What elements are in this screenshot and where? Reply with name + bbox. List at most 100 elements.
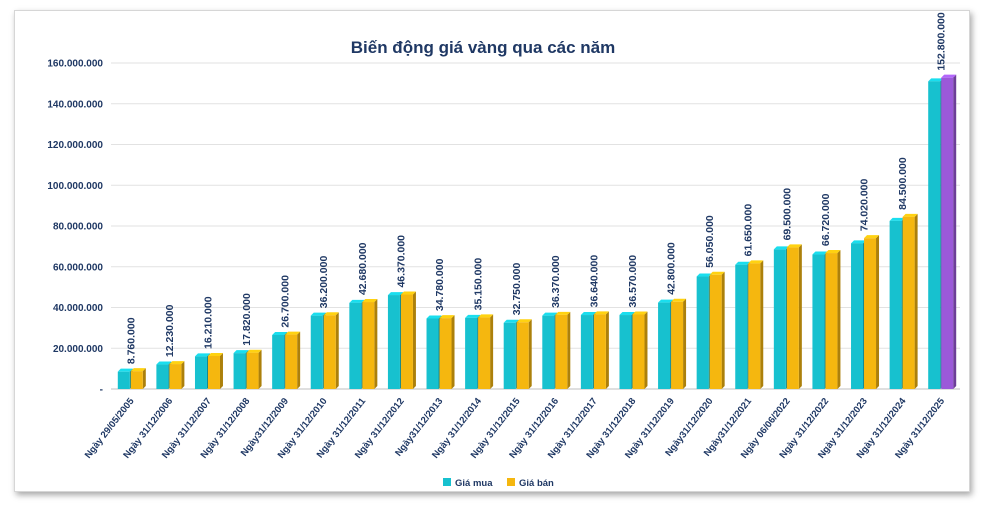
bar-gia-ban [593,314,606,389]
bar-gia-ban [825,253,838,389]
bar-gia-mua-top [773,246,789,250]
bar-gia-ban-side [683,298,687,389]
bar-gia-ban [516,322,529,389]
bar-gia-mua-top [349,299,365,303]
bar-gia-ban [902,216,915,389]
bar-gia-mua [658,302,671,389]
data-label: 36.200.000 [318,256,330,309]
bar-gia-mua [194,356,207,389]
bar-gia-ban-top [362,299,378,303]
bar-gia-mua [889,220,902,389]
grid-lines [111,62,960,390]
bar-gia-ban-side [258,349,262,389]
bar-gia-ban [748,263,761,389]
bar-gia-ban-side [953,74,957,390]
y-tick-label: 80.000.000 [53,222,103,233]
bar-gia-mua-top [233,350,249,354]
bar-gia-ban-side [914,213,918,389]
bar-gia-ban-side [219,352,223,389]
bar-gia-mua-top [812,251,828,255]
bar-gia-mua-top [503,319,519,323]
bar-gia-ban [671,301,684,389]
bar-gia-mua [503,322,516,389]
bar-gia-mua [156,364,169,389]
bar-gia-ban [285,334,298,389]
bar-gia-ban-top [864,235,880,239]
bar-gia-ban-top [786,244,802,248]
data-label: 56.050.000 [704,215,716,268]
bar-gia-mua [233,353,246,389]
bar-gia-mua-top [465,314,481,318]
y-axis-ticks: - 20.000.000 40.000.000 60.000.000 80.000.00… [47,59,103,396]
bar-gia-ban [207,355,220,389]
bar-gia-mua-top [310,312,326,316]
bar-gia-ban-side [644,311,648,389]
bar-gia-mua-top [387,292,403,296]
bar-gia-mua [387,295,400,389]
bar-gia-ban-side [490,314,494,389]
data-label: 46.370.000 [395,235,407,288]
bar-gia-ban [478,317,491,389]
data-label: 36.570.000 [627,255,639,308]
bar-gia-ban-top [400,291,416,295]
y-tick-label: - [100,385,103,396]
bar-gia-ban-top [478,314,494,318]
legend-label-gia-mua: Giá mua [455,478,493,489]
bar-gia-mua-top [580,312,596,316]
bar-gia-mua-top [542,312,558,316]
data-label: 32.750.000 [511,263,523,316]
y-tick-label: 140.000.000 [47,99,103,110]
data-label: 8.760.000 [125,317,137,364]
chart-title: Biến động giá vàng qua các năm [351,38,616,57]
bar-gia-mua-top [156,361,172,365]
bar-gia-ban [246,352,259,389]
bar-gia-ban-side [335,312,339,389]
bar-gia-ban-top [323,312,339,316]
data-label: 61.650.000 [743,204,755,257]
y-tick-label: 120.000.000 [47,140,103,151]
legend-swatch-gia-ban [507,478,515,486]
bar-gia-ban-side [567,311,571,389]
bar-gia-ban-top [555,311,571,315]
bar-gia-mua-top [272,332,288,336]
bar-gia-ban-side [605,311,609,389]
data-label: 17.820.000 [241,293,253,346]
bar-gia-ban [709,274,722,389]
bar-gia-ban [323,315,336,389]
bar-gia-ban-side [142,368,146,389]
bar-gia-ban-side [297,331,301,389]
bar-gia-mua-top [889,217,905,221]
bar-gia-ban-top [825,250,841,254]
bar-gia-ban [400,294,413,389]
bar-gia-ban-top [169,361,185,365]
bar-gia-ban [555,314,568,389]
bar-gia-ban [786,247,799,389]
y-tick-label: 160.000.000 [47,59,103,70]
bar-gia-mua [117,371,130,389]
data-label: 69.500.000 [781,188,793,241]
bar-gia-mua-top [696,273,712,277]
bar-gia-ban-side [412,291,416,389]
data-label: 36.370.000 [550,255,562,308]
bar-gia-ban-top [130,368,146,372]
bar-gia-ban-side [837,250,841,389]
bar-gia-mua [426,318,439,389]
bar-gia-ban [362,302,375,389]
bar-gia-mua [580,315,593,389]
legend-swatch-gia-mua [443,478,451,486]
bar-gia-mua-top [928,78,944,82]
bar-gia-mua [349,302,362,389]
bar-gia-mua [773,249,786,389]
chart-frame: Biến động giá vàng qua các năm - 20.000.0… [14,10,970,492]
bar-gia-ban-top [671,298,687,302]
y-tick-label: 40.000.000 [53,303,103,314]
bar-gia-ban-top [941,74,957,78]
bar-gia-ban-side [721,271,725,389]
bar-gia-ban-top [285,331,301,335]
data-label: 12.230.000 [164,304,176,357]
data-label: 26.700.000 [280,275,292,328]
y-tick-label: 20.000.000 [53,344,103,355]
bars [117,74,957,390]
y-tick-label: 60.000.000 [53,262,103,273]
bar-gia-ban-side [798,244,802,389]
